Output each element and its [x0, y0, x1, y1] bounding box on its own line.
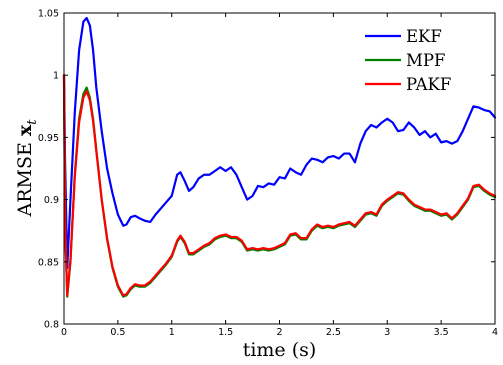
x-axis-label: time (s) [243, 339, 317, 361]
y-tick-label: 1.05 [38, 9, 59, 20]
x-tick-label: 1 [169, 327, 175, 338]
y-axis-label-subscript: t [25, 119, 40, 125]
y-tick-label: 1 [53, 71, 59, 82]
x-tick-label: 3.5 [434, 327, 449, 338]
y-tick-label: 0.95 [38, 133, 59, 144]
x-tick-label: 3 [384, 327, 390, 338]
x-tick-label: 1.5 [218, 327, 233, 338]
x-axis-ticks: 0 0.5 1 1.5 2 2.5 3 3.5 4 [61, 13, 498, 338]
y-axis-label-bold: x [14, 124, 36, 136]
series-line-ekf [62, 16, 497, 270]
plot-background [64, 13, 495, 324]
y-tick-label: 0.85 [38, 257, 59, 268]
x-tick-label: 2.5 [326, 327, 341, 338]
series-line-pakf [62, 74, 497, 297]
series-lines [62, 16, 497, 298]
y-tick-label: 0.8 [44, 320, 59, 331]
legend-label-pakf: PAKF [406, 75, 451, 94]
legend-label-mpf: MPF [406, 51, 445, 70]
y-axis-ticks: 0.8 0.85 0.9 0.95 1 1.05 [38, 9, 495, 331]
legend-label-ekf: EKF [406, 27, 442, 46]
x-tick-label: 2 [276, 327, 282, 338]
x-tick-label: 0 [61, 327, 67, 338]
y-axis-label-text: ARMSE [14, 136, 36, 217]
y-tick-label: 0.9 [44, 195, 59, 206]
legend: EKF MPF PAKF [365, 27, 451, 94]
x-tick-label: 0.5 [110, 327, 125, 338]
y-axis-label: ARMSE xt [14, 119, 40, 218]
x-tick-label: 4 [492, 327, 498, 338]
